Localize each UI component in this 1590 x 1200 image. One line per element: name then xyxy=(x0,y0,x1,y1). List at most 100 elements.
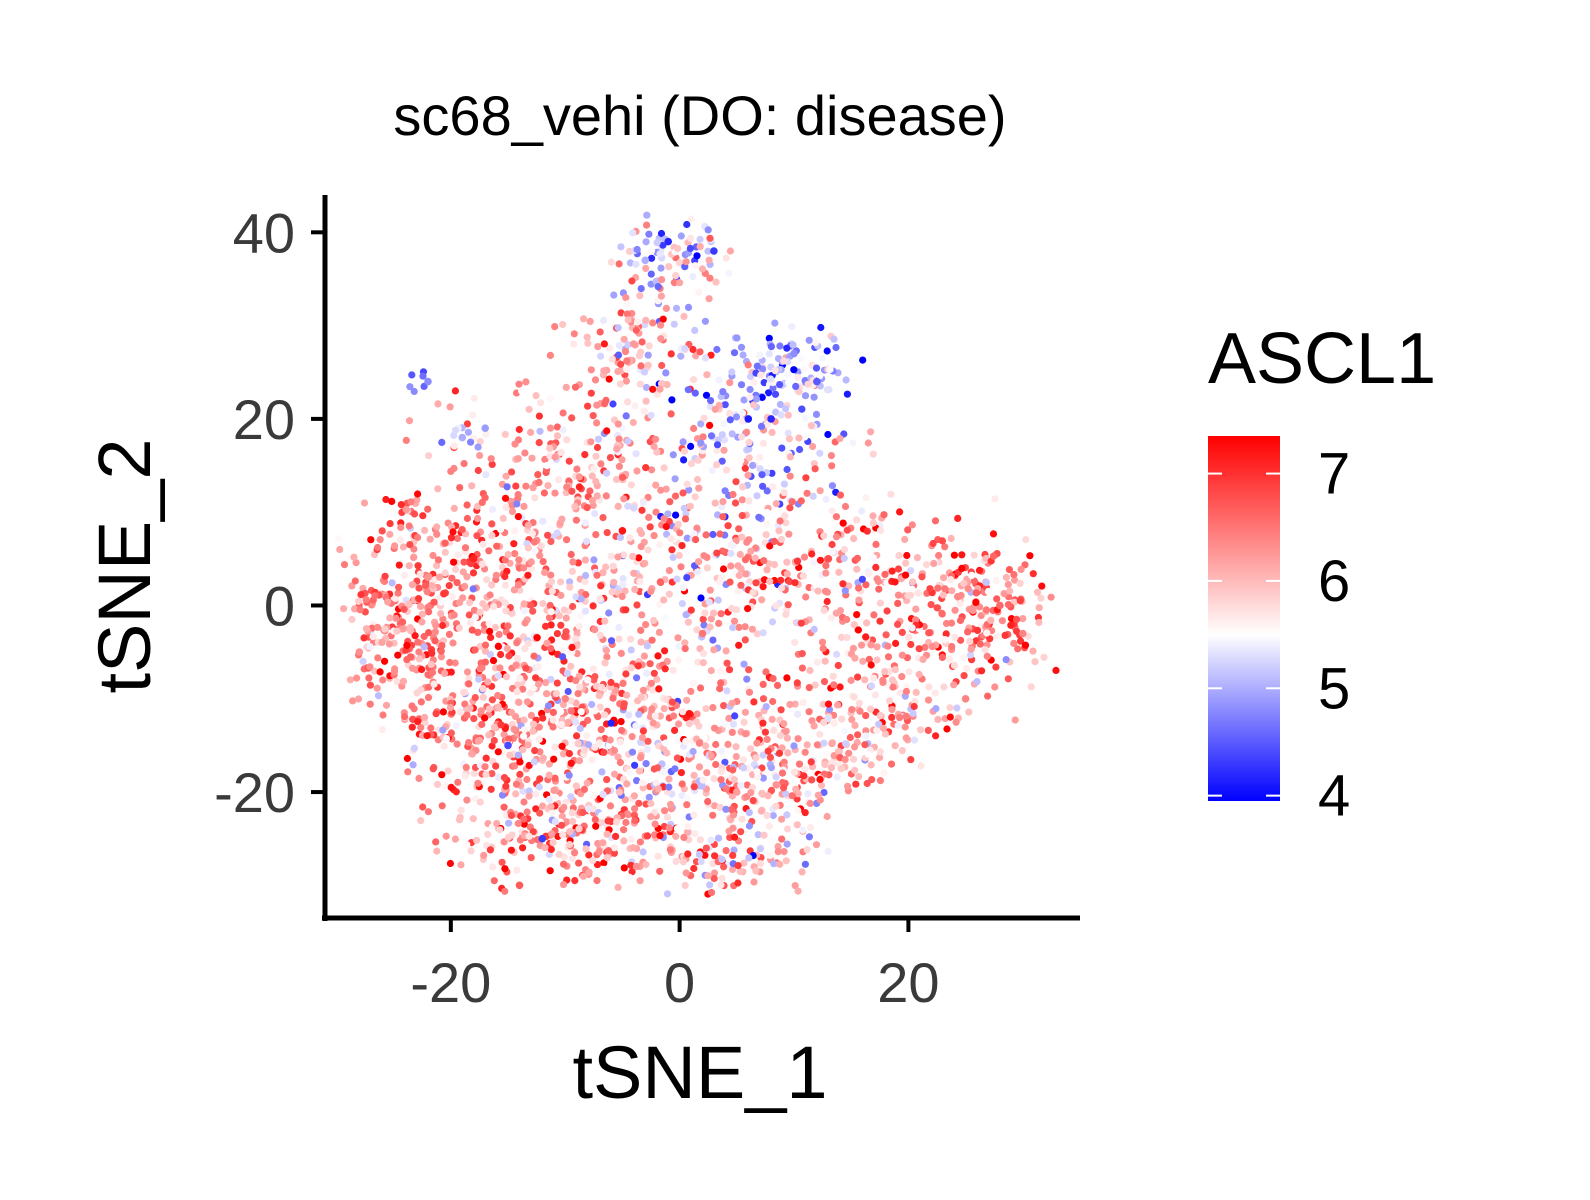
data-point xyxy=(582,591,590,599)
data-point xyxy=(647,411,655,419)
data-point xyxy=(606,330,615,338)
data-point xyxy=(679,584,687,592)
data-point xyxy=(675,551,683,560)
data-point xyxy=(798,868,806,876)
data-point xyxy=(460,460,468,468)
data-point xyxy=(574,740,582,748)
data-point xyxy=(567,759,575,767)
data-point xyxy=(615,623,623,632)
data-point xyxy=(382,701,391,709)
data-point xyxy=(867,761,875,769)
data-point xyxy=(451,835,459,843)
data-point xyxy=(632,722,640,730)
data-point xyxy=(388,497,396,505)
data-point xyxy=(902,712,910,720)
data-point xyxy=(780,357,788,365)
data-point xyxy=(800,366,808,374)
data-point xyxy=(340,605,348,613)
data-point xyxy=(665,567,674,575)
data-point xyxy=(772,408,780,416)
data-point xyxy=(904,526,912,534)
data-point xyxy=(1029,570,1037,578)
data-point xyxy=(782,857,790,865)
data-point xyxy=(809,442,817,451)
data-point xyxy=(483,576,491,584)
data-point xyxy=(573,465,581,473)
data-point xyxy=(820,678,829,686)
data-point xyxy=(710,775,718,783)
data-point xyxy=(505,652,513,660)
data-point xyxy=(424,573,432,582)
data-point xyxy=(839,580,847,588)
data-point xyxy=(737,457,745,465)
data-point xyxy=(575,757,584,765)
data-point xyxy=(549,723,557,731)
data-point xyxy=(686,244,695,252)
data-point xyxy=(708,466,716,474)
data-point xyxy=(440,590,448,598)
data-point xyxy=(766,851,774,860)
data-point xyxy=(654,852,662,860)
data-point xyxy=(335,534,343,543)
data-point xyxy=(746,393,754,401)
data-point xyxy=(441,782,449,790)
data-point xyxy=(822,562,830,570)
data-point xyxy=(551,323,559,331)
data-point xyxy=(703,371,711,379)
data-point xyxy=(555,850,563,859)
data-point xyxy=(535,783,544,791)
data-point xyxy=(697,857,705,866)
data-point xyxy=(536,552,544,560)
y-axis-label: tSNE_2 xyxy=(83,438,166,693)
data-point xyxy=(875,585,883,593)
data-point xyxy=(603,776,611,784)
data-point xyxy=(395,583,403,591)
data-point xyxy=(755,513,763,521)
data-point xyxy=(587,438,595,446)
data-point xyxy=(745,822,754,830)
data-point xyxy=(521,619,529,627)
data-point xyxy=(718,431,726,439)
data-point xyxy=(640,652,649,660)
data-point xyxy=(684,303,693,311)
data-point xyxy=(489,657,498,665)
data-point xyxy=(692,718,701,726)
data-point xyxy=(654,652,662,660)
data-point xyxy=(790,366,798,374)
data-point xyxy=(593,861,602,869)
data-point xyxy=(662,304,671,312)
data-point xyxy=(571,635,579,643)
data-point xyxy=(513,866,521,874)
data-point xyxy=(601,711,609,719)
data-point xyxy=(374,654,382,662)
data-point xyxy=(594,343,602,351)
data-point xyxy=(386,530,394,539)
data-point xyxy=(415,648,423,656)
data-point xyxy=(993,632,1001,640)
data-point xyxy=(566,583,574,591)
data-point xyxy=(759,751,767,759)
data-point xyxy=(359,657,367,666)
data-point xyxy=(511,440,519,448)
data-point xyxy=(665,783,673,791)
data-point xyxy=(631,816,639,825)
data-point xyxy=(591,376,600,384)
data-point xyxy=(539,600,547,608)
data-point xyxy=(735,571,743,580)
data-point xyxy=(485,547,493,555)
data-point xyxy=(537,542,545,550)
data-point xyxy=(963,664,971,672)
data-point xyxy=(753,492,761,500)
data-point xyxy=(660,768,668,777)
data-point xyxy=(524,639,532,648)
data-point xyxy=(676,279,684,287)
data-point xyxy=(721,487,729,495)
data-point xyxy=(567,662,575,670)
data-point xyxy=(522,378,530,386)
data-point xyxy=(778,744,786,752)
data-point xyxy=(461,700,469,708)
data-point xyxy=(501,887,509,895)
data-point xyxy=(605,375,613,383)
data-point xyxy=(696,235,704,243)
data-point xyxy=(843,633,851,642)
